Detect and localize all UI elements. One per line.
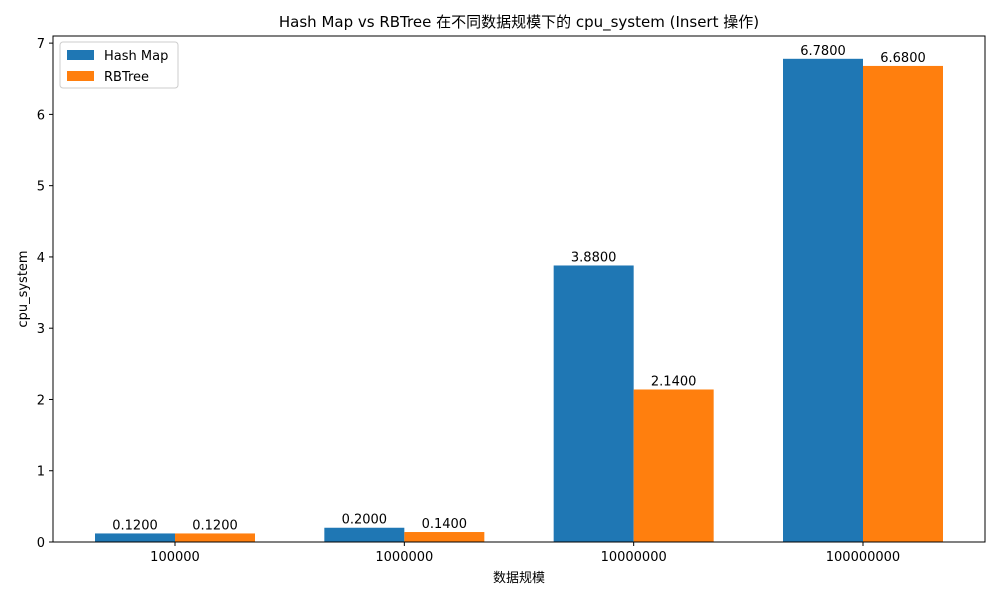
x-tick-label: 1000000 — [375, 550, 433, 565]
data-label: 3.8800 — [571, 250, 617, 265]
data-label: 0.1200 — [192, 518, 238, 533]
legend-label-hash-map: Hash Map — [104, 49, 168, 64]
y-tick-label: 3 — [37, 322, 45, 337]
y-tick-label: 7 — [37, 37, 45, 52]
y-tick-label: 5 — [37, 180, 45, 195]
x-axis-label: 数据规模 — [493, 571, 545, 586]
bar-rbtree-2 — [633, 389, 714, 542]
legend-label-rbtree: RBTree — [104, 70, 149, 85]
plot-area-frame — [52, 35, 986, 543]
y-tick-label: 4 — [37, 251, 45, 266]
data-label: 6.7800 — [800, 44, 846, 59]
bar-rbtree-0 — [175, 533, 255, 542]
bar-hash-map-1 — [324, 527, 405, 542]
y-tick-label: 0 — [37, 536, 45, 551]
y-ticks-group: 0 1 2 3 4 5 6 7 — [37, 37, 53, 551]
data-label: 6.6800 — [880, 51, 926, 66]
legend: Hash Map RBTree — [59, 41, 179, 89]
bar-hash-map-2 — [553, 265, 634, 542]
x-tick-label: 10000000 — [601, 550, 667, 565]
chart-title: Hash Map vs RBTree 在不同数据规模下的 cpu_system … — [279, 13, 759, 32]
x-tick-label: 100000000 — [826, 550, 900, 565]
data-label: 0.1200 — [112, 518, 158, 533]
y-tick-label: 6 — [37, 108, 45, 123]
y-tick-label: 2 — [37, 393, 45, 408]
bar-hash-map-3 — [783, 58, 863, 542]
x-tick-label: 100000 — [150, 550, 200, 565]
data-label: 0.2000 — [342, 513, 388, 528]
y-tick-label: 1 — [37, 465, 45, 480]
bar-rbtree-1 — [404, 532, 485, 542]
data-label: 0.1400 — [422, 517, 468, 532]
data-label: 2.1400 — [651, 374, 697, 389]
bar-hash-map-0 — [95, 533, 175, 542]
bars-group: 0.1200 0.1200 0.2000 0.1400 3.8800 2.1400 6.78… — [95, 44, 943, 542]
bar-rbtree-3 — [863, 65, 943, 542]
y-axis-label: cpu_system — [16, 250, 31, 327]
legend-swatch-rbtree — [67, 71, 94, 81]
legend-swatch-hash-map — [67, 50, 94, 60]
x-ticks-group: 100000 1000000 10000000 100000000 — [150, 542, 900, 565]
